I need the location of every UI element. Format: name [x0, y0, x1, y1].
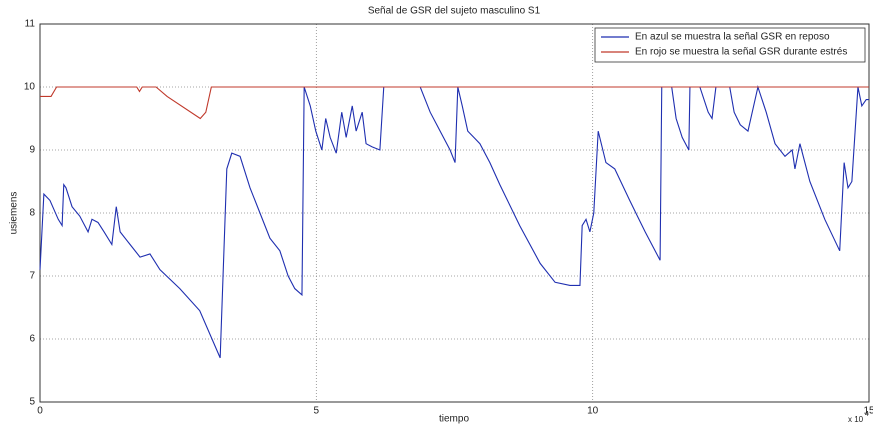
x-tick-label: 5: [314, 406, 320, 417]
x-multiplier: x 10: [848, 415, 864, 424]
legend-box: [594, 27, 866, 63]
legend-label: En azul se muestra la señal GSR en repos…: [635, 32, 830, 43]
x-tick-label: 10: [587, 406, 599, 417]
x-tick-label: 15: [863, 406, 873, 417]
y-tick-label: 6: [29, 334, 35, 345]
y-tick-label: 8: [29, 208, 35, 219]
y-tick-label: 7: [29, 271, 35, 282]
data-line: [40, 86, 869, 120]
x-axis-label: tiempo: [439, 414, 469, 425]
data-line: [39, 84, 869, 359]
x-multiplier-exponent: 4: [865, 411, 869, 418]
y-tick-label: 5: [29, 397, 35, 408]
legend-label: En rojo se muestra la señal GSR durante …: [635, 47, 847, 58]
y-axis-label: usiemens: [9, 192, 20, 235]
y-tick-label: 9: [29, 145, 35, 156]
plot-frame: [39, 23, 870, 403]
y-tick-label: 10: [24, 82, 36, 93]
x-tick-label: 0: [37, 406, 43, 417]
chart-title: Señal de GSR del sujeto masculino S1: [368, 6, 541, 17]
y-tick-label: 11: [25, 19, 36, 30]
